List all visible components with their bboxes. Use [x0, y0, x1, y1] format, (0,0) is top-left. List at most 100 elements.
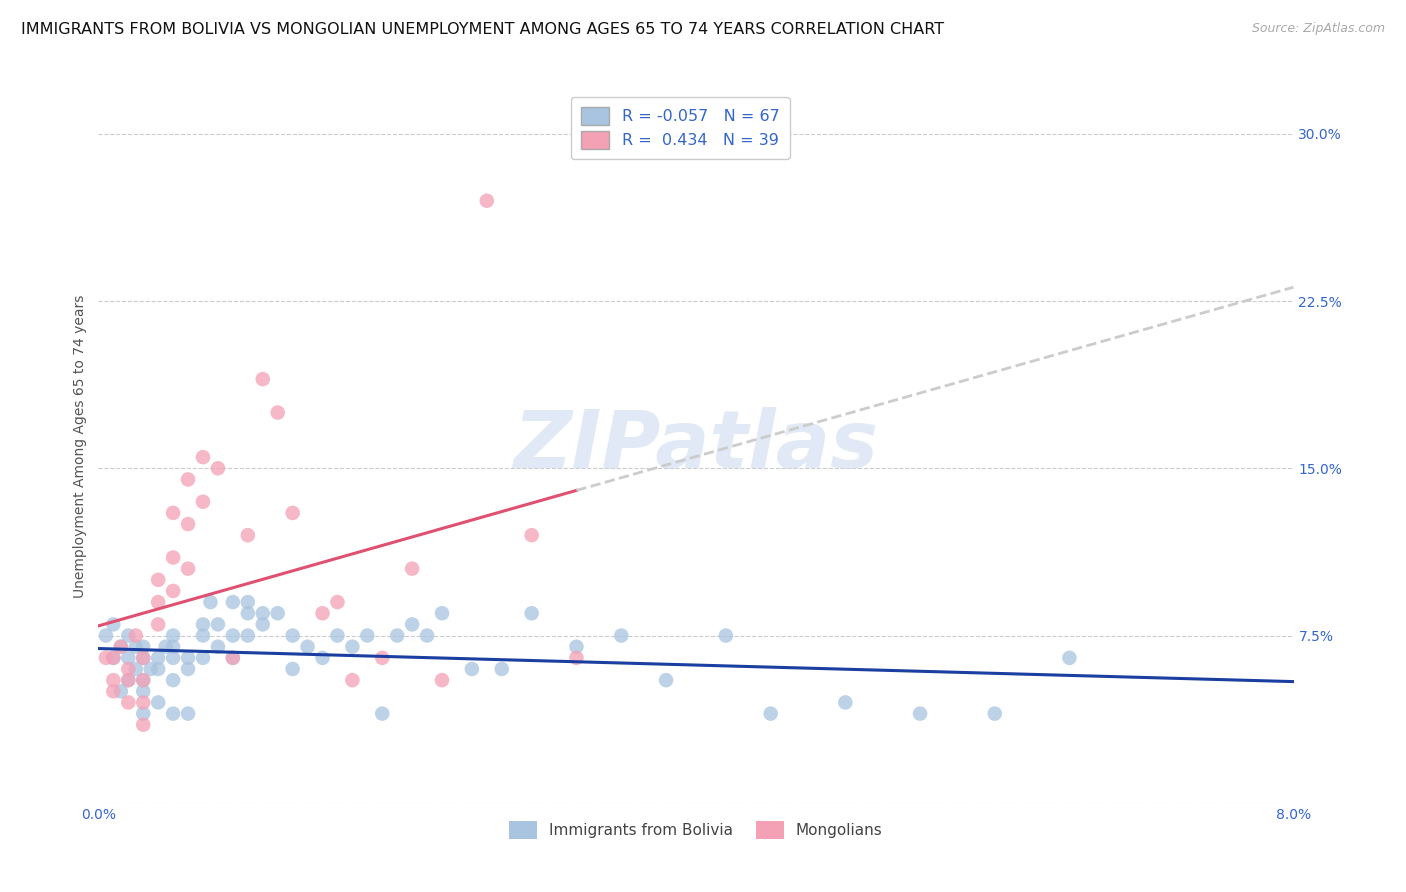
Point — [311, 651, 333, 665]
Point — [759, 706, 782, 721]
Point — [162, 506, 184, 520]
Point — [110, 640, 132, 654]
Point — [94, 651, 117, 665]
Point — [117, 662, 139, 676]
Point — [103, 684, 125, 698]
Point — [132, 673, 155, 687]
Point — [222, 595, 245, 609]
Point — [281, 662, 304, 676]
Point — [342, 673, 364, 687]
Point — [834, 696, 856, 710]
Legend: Immigrants from Bolivia, Mongolians: Immigrants from Bolivia, Mongolians — [503, 815, 889, 845]
Point — [132, 640, 155, 654]
Point — [281, 628, 304, 642]
Point — [200, 595, 222, 609]
Point — [103, 651, 125, 665]
Point — [191, 651, 214, 665]
Point — [252, 607, 274, 621]
Point — [401, 562, 423, 576]
Point — [177, 662, 200, 676]
Point — [385, 628, 409, 642]
Point — [148, 662, 170, 676]
Point — [430, 673, 453, 687]
Point — [177, 516, 200, 531]
Point — [401, 617, 423, 632]
Point — [565, 640, 588, 654]
Point — [430, 607, 453, 621]
Point — [491, 662, 513, 676]
Point — [177, 473, 200, 487]
Point — [252, 617, 274, 632]
Point — [655, 673, 678, 687]
Point — [222, 651, 245, 665]
Point — [222, 628, 245, 642]
Point — [132, 651, 155, 665]
Point — [148, 617, 170, 632]
Point — [155, 640, 177, 654]
Point — [520, 607, 543, 621]
Point — [139, 662, 162, 676]
Point — [461, 662, 484, 676]
Point — [125, 628, 148, 642]
Point — [132, 706, 155, 721]
Point — [162, 673, 184, 687]
Point — [177, 651, 200, 665]
Y-axis label: Unemployment Among Ages 65 to 74 years: Unemployment Among Ages 65 to 74 years — [73, 294, 87, 598]
Point — [236, 595, 259, 609]
Point — [148, 696, 170, 710]
Point — [117, 628, 139, 642]
Point — [132, 684, 155, 698]
Point — [267, 405, 290, 419]
Point — [162, 628, 184, 642]
Point — [148, 595, 170, 609]
Point — [162, 640, 184, 654]
Point — [191, 628, 214, 642]
Point — [207, 640, 229, 654]
Text: Source: ZipAtlas.com: Source: ZipAtlas.com — [1251, 22, 1385, 36]
Point — [94, 628, 117, 642]
Text: ZIPatlas: ZIPatlas — [513, 407, 879, 485]
Point — [132, 651, 155, 665]
Point — [132, 696, 155, 710]
Point — [520, 528, 543, 542]
Point — [984, 706, 1007, 721]
Point — [148, 651, 170, 665]
Point — [207, 617, 229, 632]
Point — [371, 706, 394, 721]
Point — [103, 673, 125, 687]
Point — [281, 506, 304, 520]
Point — [714, 628, 737, 642]
Point — [125, 662, 148, 676]
Point — [610, 628, 633, 642]
Point — [191, 450, 214, 464]
Point — [162, 583, 184, 598]
Point — [297, 640, 319, 654]
Point — [117, 696, 139, 710]
Point — [103, 617, 125, 632]
Text: IMMIGRANTS FROM BOLIVIA VS MONGOLIAN UNEMPLOYMENT AMONG AGES 65 TO 74 YEARS CORR: IMMIGRANTS FROM BOLIVIA VS MONGOLIAN UNE… — [21, 22, 945, 37]
Point — [236, 607, 259, 621]
Point — [356, 628, 378, 642]
Point — [342, 640, 364, 654]
Point — [267, 607, 290, 621]
Point — [252, 372, 274, 386]
Point — [117, 673, 139, 687]
Point — [103, 651, 125, 665]
Point — [236, 528, 259, 542]
Point — [177, 562, 200, 576]
Point — [222, 651, 245, 665]
Point — [117, 651, 139, 665]
Point — [1059, 651, 1081, 665]
Point — [132, 717, 155, 731]
Point — [236, 628, 259, 642]
Point — [475, 194, 498, 208]
Point — [191, 617, 214, 632]
Point — [110, 640, 132, 654]
Point — [162, 651, 184, 665]
Point — [908, 706, 931, 721]
Point — [117, 673, 139, 687]
Point — [162, 550, 184, 565]
Point — [416, 628, 439, 642]
Point — [132, 673, 155, 687]
Point — [207, 461, 229, 475]
